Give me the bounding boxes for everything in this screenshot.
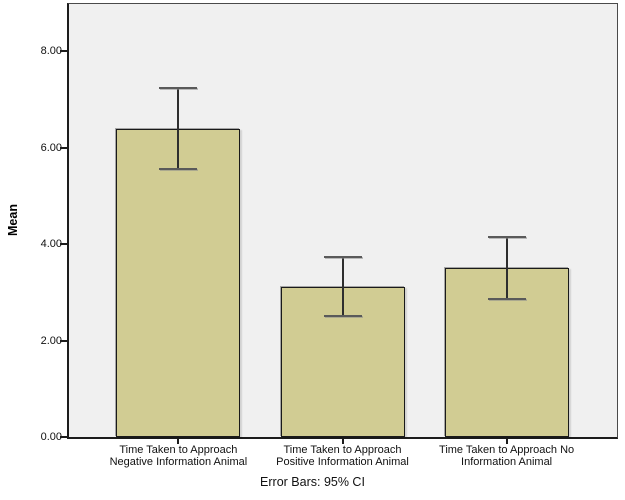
error-bars-caption: Error Bars: 95% CI [260, 475, 365, 489]
x-tick-mark [341, 439, 344, 444]
category-label-line: Time Taken to Approach [119, 444, 238, 456]
category-label-line: Time Taken to Approach [283, 444, 402, 456]
category-label: Time Taken to Approach No Information Ani… [397, 444, 617, 468]
category-label-line: Time Taken to Approach No [439, 444, 575, 456]
error-bar-cap-lower [323, 315, 362, 318]
y-tick-mark [60, 50, 67, 53]
error-bar-cap-upper [159, 87, 198, 90]
y-tick-mark [60, 339, 67, 342]
error-bar-line [505, 237, 508, 300]
category-label-line: Negative Information Animal [109, 455, 248, 468]
error-bar-cap-lower [487, 298, 526, 301]
error-bar-line [177, 88, 180, 169]
y-tick-label: 2.00 [40, 334, 62, 347]
x-tick-mark [505, 439, 508, 444]
bar [116, 129, 241, 437]
y-tick-label: 0.00 [40, 431, 62, 443]
category-label-line: Information Animal [461, 455, 553, 468]
error-bar-cap-upper [323, 255, 362, 258]
plot-area [67, 3, 618, 439]
y-tick-label: 4.00 [40, 238, 62, 251]
y-tick-label: 8.00 [40, 45, 62, 58]
category-label-line: Positive Information Animal [276, 455, 409, 468]
category-label: Time Taken to Approach Positive Informati… [233, 444, 453, 468]
y-tick-label: 6.00 [40, 141, 62, 154]
error-bar-cap-upper [487, 236, 526, 239]
x-tick-mark [177, 439, 180, 444]
y-tick-mark [60, 243, 67, 246]
error-bar-cap-lower [159, 167, 198, 170]
y-tick-mark [60, 436, 67, 438]
error-bar-line [341, 256, 344, 317]
y-tick-mark [60, 146, 67, 149]
category-label: Time Taken to Approach Negative Informati… [68, 444, 288, 468]
